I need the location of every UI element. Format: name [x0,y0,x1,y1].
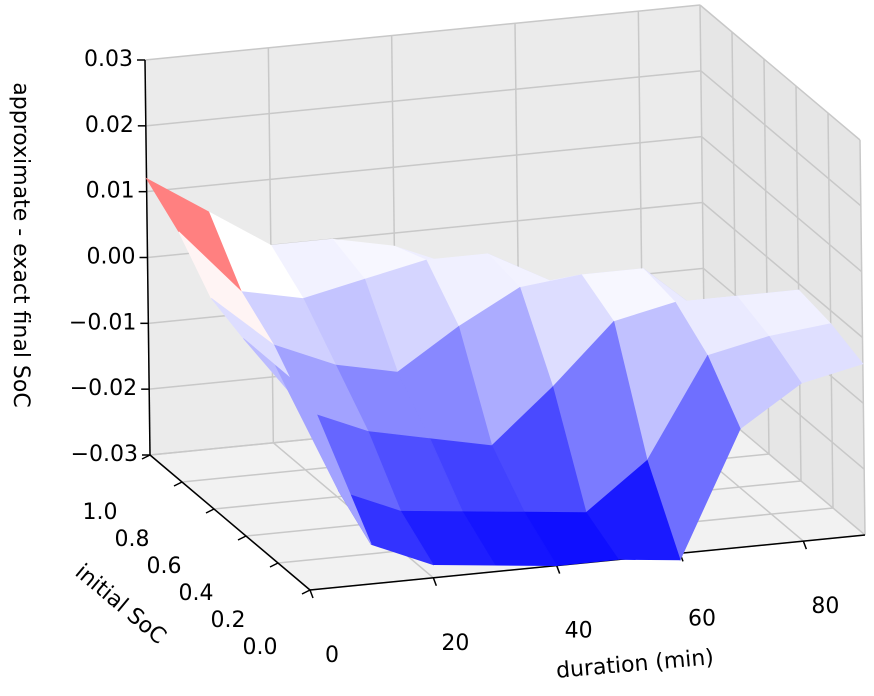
x-tick [309,589,314,599]
y-tick [269,562,279,568]
x-tick [555,565,561,574]
y-tick [301,589,311,595]
grid-line [701,136,863,273]
x-tick [432,577,438,587]
grid-line [699,4,861,141]
grid-line [144,4,701,61]
z-tick-label: −0.03 [71,442,138,467]
z-tick-label: −0.02 [70,376,137,401]
z-tick-label: 0.02 [85,113,134,138]
x-axis-label: duration (min) [555,645,715,684]
x-tick-label: 20 [441,631,469,656]
grid-line [145,70,701,127]
x-tick-label: 80 [811,594,839,619]
y-tick [173,481,183,487]
grid-line [700,70,862,207]
z-tick-label: 0.00 [87,245,136,270]
z-tick-label: −0.01 [69,310,136,335]
x-tick [802,540,808,550]
y-tick-label: 0.2 [211,608,246,633]
y-tick-label: 0.4 [179,581,214,606]
x-tick-label: 40 [565,619,593,644]
y-tick-label: 0.8 [115,527,150,552]
y-tick-label: 1.0 [83,500,118,525]
grid-line [146,135,702,193]
y-tick [205,508,215,514]
x-tick-label: 60 [688,606,716,631]
y-tick-label: 0.0 [243,635,278,660]
axis-line [149,454,311,591]
z-tick-label: 0.01 [86,179,135,204]
y-tick-label: 0.6 [147,554,182,579]
z-tick-label: 0.03 [84,47,133,72]
x-tick-label: 0 [325,643,339,668]
surface-patch [275,365,372,545]
grid-line [702,201,863,339]
z-axis-label: approximate - exact final SoC [8,82,33,407]
y-tick [237,535,247,541]
